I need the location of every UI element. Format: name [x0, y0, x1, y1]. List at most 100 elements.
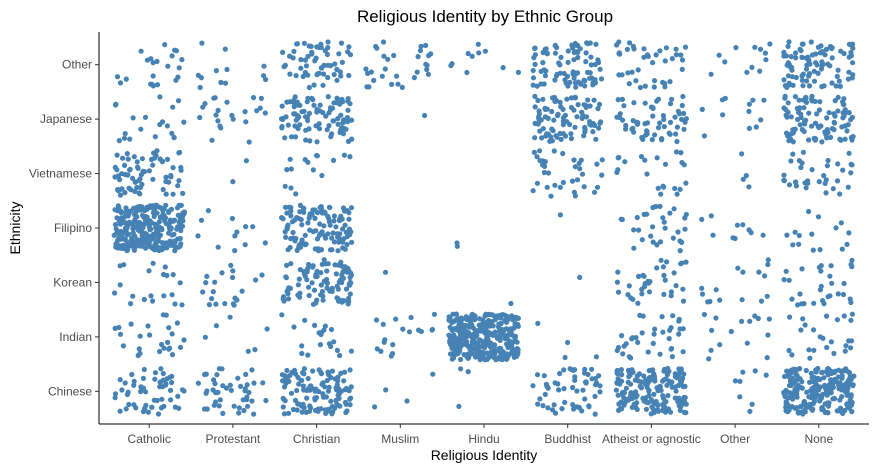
data-point — [632, 389, 639, 395]
data-point — [300, 383, 306, 389]
data-point — [654, 242, 660, 248]
data-point — [585, 97, 591, 103]
data-point — [664, 372, 671, 378]
data-point — [655, 402, 661, 408]
data-point — [699, 291, 706, 297]
data-point — [583, 50, 589, 56]
data-point — [329, 235, 335, 241]
data-point — [631, 100, 637, 106]
data-point — [325, 261, 331, 267]
x-tick-label: Buddhist — [544, 432, 591, 446]
x-tick-label: Atheist or agnostic — [602, 432, 701, 446]
data-point — [541, 373, 547, 379]
data-point — [629, 69, 635, 75]
data-point — [840, 115, 846, 121]
data-point — [291, 324, 297, 330]
data-point — [662, 58, 668, 64]
data-point — [281, 298, 287, 304]
data-point — [159, 341, 165, 348]
data-point — [640, 313, 646, 319]
data-point — [311, 82, 317, 88]
data-point — [639, 237, 645, 243]
data-point — [575, 79, 581, 85]
data-point — [331, 239, 337, 245]
data-point — [549, 138, 556, 144]
data-point — [848, 317, 854, 323]
data-point — [793, 50, 799, 56]
data-point — [291, 48, 297, 55]
data-point — [288, 213, 294, 219]
data-point — [333, 271, 339, 277]
data-point — [156, 219, 162, 225]
data-point — [169, 292, 175, 298]
data-point — [567, 121, 573, 128]
data-point — [828, 263, 834, 269]
data-point — [848, 338, 855, 344]
data-point — [157, 348, 163, 355]
data-point — [391, 52, 397, 59]
data-point — [797, 122, 803, 128]
data-point — [458, 366, 464, 372]
data-point — [227, 314, 233, 320]
data-point — [314, 139, 320, 145]
data-point — [540, 162, 546, 168]
data-point — [323, 113, 329, 119]
data-point — [253, 277, 259, 283]
data-point — [296, 381, 302, 387]
data-point — [347, 154, 353, 160]
data-point — [298, 377, 304, 383]
data-point — [169, 331, 175, 337]
data-point — [169, 53, 175, 59]
data-point — [840, 167, 846, 173]
data-point — [215, 389, 221, 395]
data-point — [799, 266, 805, 272]
data-point — [283, 274, 289, 280]
data-point — [740, 176, 746, 182]
data-point — [318, 406, 324, 412]
data-point — [805, 180, 811, 186]
data-point — [301, 405, 307, 411]
data-point — [786, 374, 792, 380]
data-point — [323, 235, 329, 241]
data-point — [640, 272, 646, 278]
data-point — [313, 386, 319, 392]
data-point — [512, 321, 518, 327]
data-point — [673, 375, 680, 381]
data-point — [782, 95, 788, 101]
data-point — [321, 62, 327, 68]
data-point — [681, 126, 687, 132]
data-point — [825, 409, 831, 415]
data-point — [642, 157, 648, 163]
data-point — [821, 83, 827, 89]
data-point — [139, 232, 145, 239]
data-point — [346, 72, 352, 79]
data-point — [216, 403, 222, 409]
data-point — [144, 231, 150, 237]
data-point — [515, 69, 522, 75]
data-point — [461, 324, 467, 330]
data-point — [151, 397, 157, 403]
data-point — [181, 211, 187, 217]
data-point — [782, 393, 788, 400]
data-point — [666, 336, 672, 342]
data-point — [161, 345, 167, 351]
data-point — [302, 114, 309, 120]
data-point — [829, 126, 836, 132]
data-point — [217, 123, 223, 129]
data-point — [530, 188, 536, 194]
data-point — [299, 350, 305, 357]
data-point — [150, 60, 156, 66]
data-point — [117, 80, 124, 86]
data-point — [667, 101, 674, 107]
data-point — [505, 353, 511, 359]
data-point — [112, 395, 118, 401]
data-point — [172, 239, 178, 245]
data-point — [347, 367, 353, 373]
data-point — [561, 386, 567, 392]
data-point — [334, 401, 340, 407]
data-point — [644, 129, 650, 135]
data-point — [667, 210, 673, 216]
data-point — [615, 392, 621, 398]
data-point — [476, 322, 482, 328]
data-point — [305, 220, 311, 226]
